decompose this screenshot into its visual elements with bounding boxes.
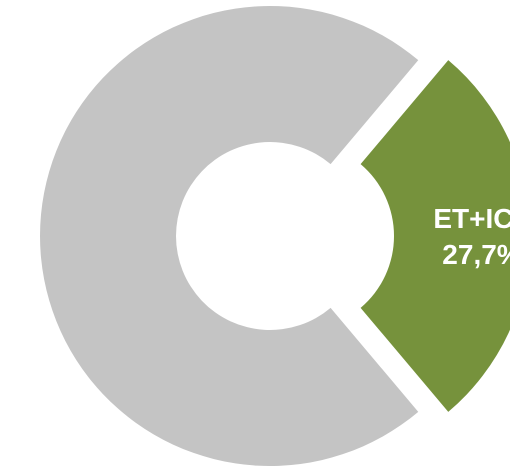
slices-group [40, 5, 510, 466]
slice-other [40, 5, 419, 466]
slice-value-et-ict: 27,7% [442, 239, 510, 270]
labels-group: ET+ICT 27,7% [433, 203, 510, 270]
slice-label-et-ict: ET+ICT [433, 203, 510, 234]
slice-et-ict [360, 60, 510, 412]
